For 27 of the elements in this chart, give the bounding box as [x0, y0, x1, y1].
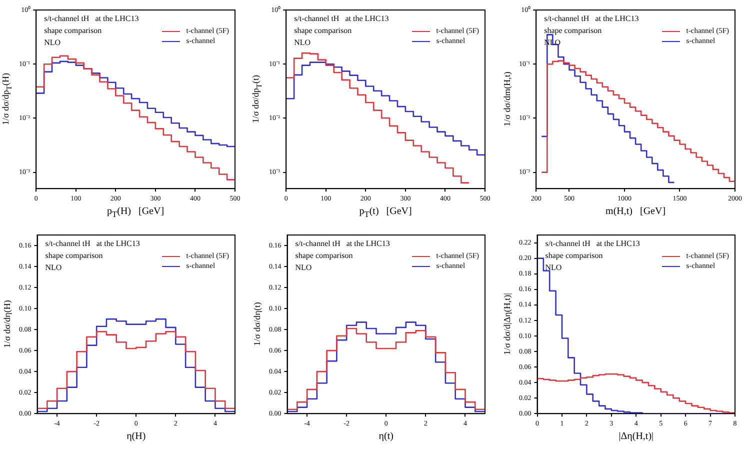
x-axis-title: p$_{T}$(H) [GeV] — [107, 206, 164, 219]
annotation: s/t-channel tH at the LHC13 — [295, 239, 390, 248]
annotation: s/t-channel tH at the LHC13 — [45, 239, 140, 248]
x-axis-title: η(H) — [126, 431, 146, 442]
annotation: shape comparison — [545, 251, 603, 260]
y-axis-title: 1/σ dσ/dη(t) — [252, 302, 262, 346]
annotation: NLO — [545, 263, 562, 272]
annotation: s/t-channel tH at the LHC13 — [544, 14, 639, 23]
annotation: shape comparison — [294, 26, 352, 35]
x-axis-title: m(H,t) [GeV] — [606, 206, 666, 217]
y-axis-title: 1/σ dσ/d|Δη(H,t)| — [502, 293, 512, 356]
annotation: NLO — [44, 38, 61, 47]
x-axis-title: p$_{T}$(t) [GeV] — [359, 206, 412, 219]
x-axis-title: |Δη(H,t)| — [618, 431, 654, 442]
y-axis-title: 1/σ dσ/dη(H) — [2, 300, 12, 348]
annotation: NLO — [45, 263, 62, 272]
x-axis-title: η(t) — [378, 431, 394, 442]
annotation: s/t-channel tH at the LHC13 — [294, 14, 389, 23]
annotation: shape comparison — [44, 26, 102, 35]
annotation: NLO — [294, 38, 311, 47]
annotation: NLO — [295, 263, 312, 272]
y-axis-title: 1/σ dσ/dm(H,t) — [502, 72, 512, 127]
annotation: shape comparison — [295, 251, 353, 260]
annotation: shape comparison — [45, 251, 103, 260]
annotation: s/t-channel tH at the LHC13 — [44, 14, 139, 23]
annotation: shape comparison — [544, 26, 602, 35]
annotation: s/t-channel tH at the LHC13 — [545, 239, 640, 248]
